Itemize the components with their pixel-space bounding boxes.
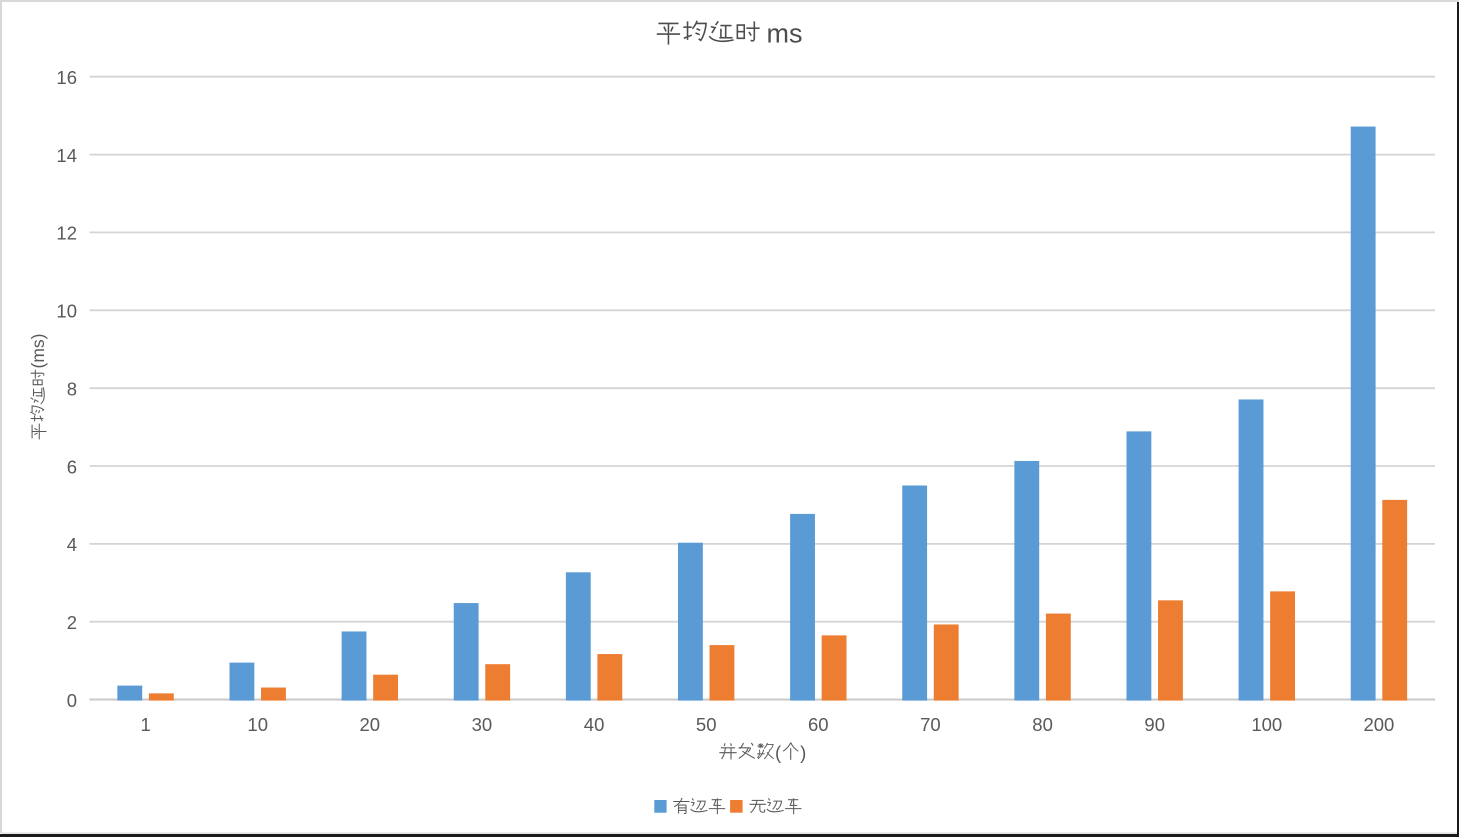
- svg-text:100: 100: [1251, 714, 1282, 735]
- svg-text:(: (: [775, 742, 782, 763]
- svg-text:): ): [800, 742, 806, 763]
- svg-text:90: 90: [1144, 714, 1165, 735]
- svg-text:10: 10: [56, 301, 77, 322]
- svg-text:16: 16: [56, 67, 77, 88]
- svg-text:50: 50: [696, 714, 717, 735]
- svg-text:0: 0: [67, 690, 77, 711]
- svg-text:1: 1: [140, 714, 150, 735]
- svg-text:6: 6: [67, 456, 77, 477]
- svg-text:200: 200: [1363, 714, 1394, 735]
- svg-text:80: 80: [1032, 714, 1053, 735]
- svg-text:70: 70: [920, 714, 941, 735]
- svg-text:40: 40: [584, 714, 605, 735]
- svg-text:4: 4: [67, 534, 77, 555]
- svg-text:(ms): (ms): [28, 334, 48, 369]
- svg-text:2: 2: [67, 612, 77, 633]
- svg-text:20: 20: [360, 714, 381, 735]
- svg-text:8: 8: [67, 379, 77, 400]
- svg-text:60: 60: [808, 714, 829, 735]
- svg-text:14: 14: [56, 145, 77, 166]
- svg-text:ms: ms: [767, 19, 803, 49]
- svg-text:30: 30: [472, 714, 493, 735]
- svg-text:10: 10: [247, 714, 268, 735]
- svg-text:12: 12: [56, 223, 77, 244]
